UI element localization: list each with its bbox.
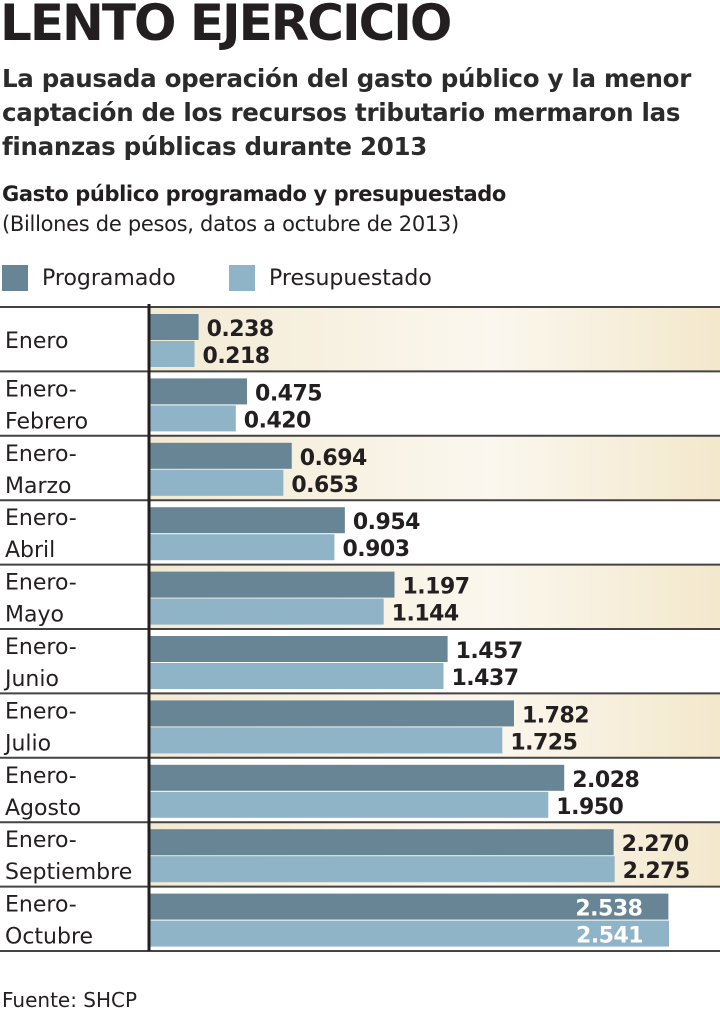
category-label: Enero- bbox=[5, 635, 77, 660]
bar-programado bbox=[150, 507, 345, 534]
legend-label: Programado bbox=[42, 265, 176, 291]
bar-programado bbox=[150, 636, 448, 662]
data-label: 1.437 bbox=[452, 666, 519, 691]
data-label: 1.197 bbox=[402, 575, 469, 600]
category-label: Agosto bbox=[5, 796, 81, 821]
data-label: 2.028 bbox=[572, 768, 639, 793]
data-label: 2.538 bbox=[575, 897, 642, 922]
chart-subtitle: (Billones de pesos, datos a octubre de 2… bbox=[2, 212, 459, 236]
category-label: Enero- bbox=[5, 571, 77, 596]
category-label: Enero- bbox=[5, 828, 77, 853]
category-label: Mayo bbox=[5, 603, 64, 628]
bar-programado bbox=[150, 829, 614, 856]
bar-presupuestado bbox=[150, 469, 284, 496]
category-label: Enero- bbox=[5, 699, 77, 724]
bar-programado bbox=[150, 893, 669, 920]
subtitle: La pausada operación del gasto público y… bbox=[2, 64, 691, 161]
bar-presupuestado bbox=[150, 727, 503, 754]
data-label: 0.475 bbox=[255, 381, 322, 406]
legend-presupuestado: Presupuestado bbox=[229, 265, 432, 291]
data-label: 0.694 bbox=[300, 446, 367, 471]
bar-presupuestado bbox=[150, 920, 669, 947]
bar-presupuestado bbox=[150, 405, 236, 432]
data-label: 0.954 bbox=[353, 510, 420, 535]
data-label: 0.653 bbox=[291, 473, 358, 498]
data-label: 0.238 bbox=[207, 317, 274, 342]
category-label: Enero- bbox=[5, 377, 77, 402]
row-band bbox=[149, 307, 720, 372]
data-label: 1.457 bbox=[456, 639, 523, 664]
data-label: 1.782 bbox=[522, 703, 589, 728]
category-label: Enero bbox=[5, 329, 68, 354]
bar-programado bbox=[150, 571, 395, 598]
data-label: 1.725 bbox=[510, 730, 577, 755]
category-label: Enero- bbox=[5, 764, 77, 789]
data-label: 0.420 bbox=[244, 408, 311, 433]
category-label: Febrero bbox=[5, 409, 88, 434]
category-label: Enero- bbox=[5, 893, 77, 918]
data-label: 0.903 bbox=[342, 537, 409, 562]
bar-presupuestado bbox=[150, 663, 444, 689]
bar-presupuestado bbox=[150, 598, 384, 625]
bar-presupuestado bbox=[150, 791, 549, 818]
page-title: LENTO EJERCICIO bbox=[0, 0, 452, 52]
bar-presupuestado bbox=[150, 341, 195, 367]
bar-programado bbox=[150, 314, 199, 340]
category-label: Enero- bbox=[5, 442, 77, 467]
bar-presupuestado bbox=[150, 856, 615, 883]
bar-programado bbox=[150, 764, 565, 791]
category-label: Octubre bbox=[5, 925, 93, 950]
legend-label: Presupuestado bbox=[269, 265, 432, 291]
category-label: Abril bbox=[5, 538, 55, 563]
category-label: Marzo bbox=[5, 474, 72, 499]
legend-swatch bbox=[2, 265, 28, 291]
data-label: 2.275 bbox=[623, 859, 690, 884]
category-label: Julio bbox=[3, 731, 51, 756]
bar-programado bbox=[150, 700, 514, 727]
data-label: 0.218 bbox=[203, 344, 270, 369]
category-label: Septiembre bbox=[5, 860, 132, 885]
category-label: Enero- bbox=[5, 506, 77, 531]
legend-programado: Programado bbox=[2, 265, 176, 291]
bar-programado bbox=[150, 378, 248, 405]
data-label: 1.144 bbox=[392, 602, 459, 627]
bar-programado bbox=[150, 442, 292, 469]
data-label: 1.950 bbox=[556, 795, 623, 820]
chart-title: Gasto público programado y presupuestado bbox=[2, 182, 506, 206]
source: Fuente: SHCP bbox=[2, 988, 138, 1012]
legend-swatch bbox=[229, 265, 255, 291]
bar-presupuestado bbox=[150, 534, 335, 561]
category-label: Junio bbox=[3, 667, 59, 692]
data-label: 2.270 bbox=[622, 832, 689, 857]
data-label: 2.541 bbox=[576, 924, 643, 949]
